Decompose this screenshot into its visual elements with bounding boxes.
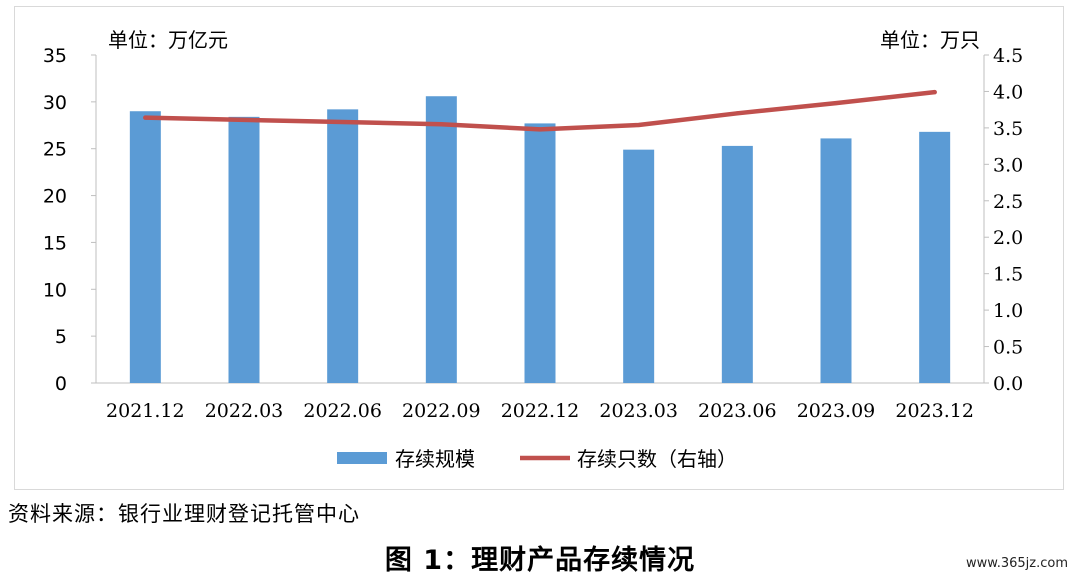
right-tick-label: 0.0 [993, 373, 1023, 395]
right-tick-label: 4.5 [993, 45, 1023, 67]
left-tick-label: 10 [43, 279, 67, 301]
x-tick-label: 2022.12 [501, 400, 580, 422]
watermark: www.365jz.com [966, 556, 1068, 571]
x-tick-label: 2022.06 [303, 400, 382, 422]
line-point [242, 117, 246, 122]
x-tick-label: 2023.12 [895, 400, 974, 422]
line-point [538, 127, 542, 132]
left-tick-label: 20 [43, 186, 67, 208]
right-tick-label: 0.5 [993, 337, 1023, 359]
figure-title: 图 1：理财产品存续情况 [384, 545, 696, 576]
left-axis-unit-label: 单位：万亿元 [108, 28, 228, 52]
legend-label-bar: 存续规模 [395, 447, 475, 471]
line-point [439, 122, 444, 127]
left-tick-label: 0 [55, 373, 67, 395]
right-axis-unit-label: 单位：万只 [880, 28, 980, 52]
right-tick-label: 1.5 [993, 264, 1023, 286]
line-point [143, 115, 148, 120]
chart-area: 0 5 10 15 20 25 30 35 0.0 0.5 1.0 1.5 2.0 2.5 3.0 3.5 4.… [14, 6, 1064, 490]
line-point [636, 122, 641, 127]
line-point [932, 90, 937, 95]
left-tick-label: 25 [43, 139, 67, 161]
bar [820, 138, 852, 383]
bar [919, 131, 951, 383]
bar [327, 109, 359, 384]
x-tick-label: 2022.09 [402, 400, 481, 422]
line-point [735, 111, 740, 116]
x-tick-label: 2023.06 [698, 400, 777, 422]
left-tick-label: 30 [43, 92, 67, 114]
right-tick-label: 3.5 [993, 118, 1023, 140]
bar [524, 123, 556, 383]
chart-svg: 0 5 10 15 20 25 30 35 0.0 0.5 1.0 1.5 2.0 2.5 3.0 3.5 4.… [43, 28, 1023, 471]
left-tick-label: 5 [55, 326, 67, 348]
right-tick-label: 1.0 [993, 300, 1023, 322]
bar [623, 149, 655, 383]
right-tick-label: 2.5 [993, 191, 1023, 213]
x-tick-label: 2023.03 [599, 400, 678, 422]
bar [129, 111, 161, 383]
bar [721, 145, 753, 383]
legend-label-line: 存续只数（右轴） [577, 447, 737, 471]
x-tick-label: 2021.12 [106, 400, 185, 422]
right-tick-label: 2.0 [993, 227, 1023, 249]
bar [228, 116, 260, 383]
line-point [340, 120, 345, 125]
right-tick-label: 4.0 [993, 81, 1023, 103]
right-tick-label: 3.0 [993, 154, 1023, 176]
x-tick-label: 2022.03 [205, 400, 284, 422]
legend-swatch-bar [337, 452, 387, 464]
source-note: 资料来源：银行业理财登记托管中心 [8, 502, 360, 526]
left-tick-label: 15 [43, 232, 67, 254]
bar [425, 96, 457, 383]
x-tick-label: 2023.09 [797, 400, 876, 422]
line-point [834, 101, 838, 106]
left-tick-label: 35 [43, 45, 67, 67]
